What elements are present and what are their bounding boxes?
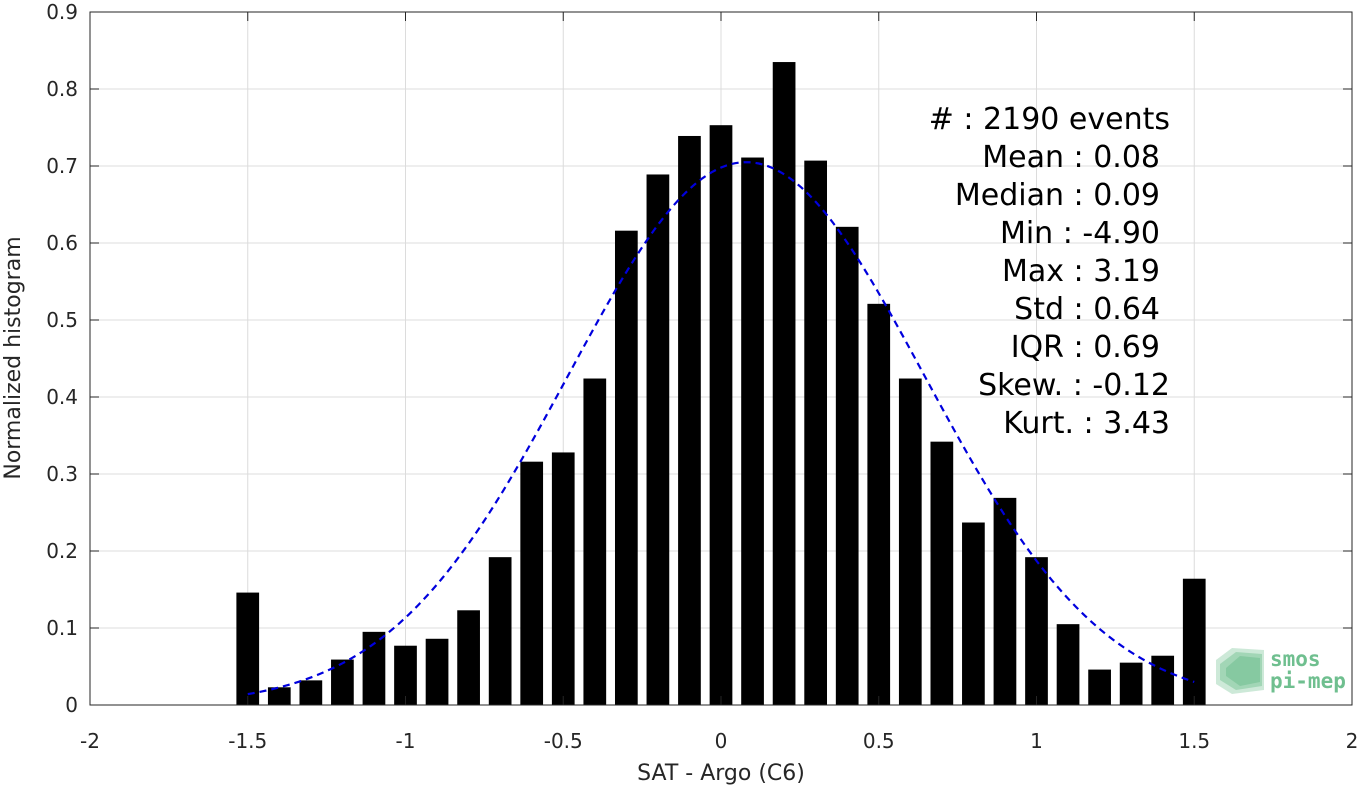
histogram-bar [551,452,575,705]
stat-line: Kurt. : 3.43 [1003,406,1170,441]
histogram-bar [331,659,354,705]
histogram-bar [962,522,985,705]
histogram-bar [1088,669,1111,705]
x-tick-label: -1 [396,729,416,753]
histogram-bar [583,378,607,705]
x-axis-label: SAT - Argo (C6) [637,761,805,786]
x-tick-label: -0.5 [544,729,583,753]
stat-line: Min : -4.90 [1000,216,1160,251]
histogram-bar [1119,662,1143,705]
histogram-bar [678,135,701,706]
histogram-bar [614,230,638,705]
x-tick-label: 2 [1346,729,1359,753]
histogram-bar [299,680,323,705]
histogram-bar [835,226,859,705]
histogram-bar [993,497,1017,705]
x-tick-label: 1.5 [1178,729,1210,753]
x-tick-label: 0 [715,729,728,753]
y-tick-label: 0.9 [46,0,78,24]
y-axis-ticks: 0 0.1 0.2 0.3 0.4 0.5 0.6 0.7 0.8 0.9 [46,0,1352,717]
histogram-bars [236,62,1206,706]
x-tick-label: 0.5 [863,729,895,753]
stat-line: Skew. : -0.12 [978,368,1170,403]
y-tick-label: 0.3 [46,462,78,486]
histogram-bar [741,157,764,705]
smos-pimep-logo: smos pi-mep [1216,647,1346,694]
y-tick-label: 0.8 [46,77,78,101]
y-tick-label: 0.6 [46,231,78,255]
histogram-bar [804,160,828,706]
y-tick-label: 0.2 [46,539,78,563]
histogram-bar [1056,624,1080,705]
x-tick-label: -2 [80,729,100,753]
histogram-bar [457,610,480,705]
logo-text-pimep: pi-mep [1270,669,1346,693]
y-tick-label: 0.5 [46,308,78,332]
histogram-bar [898,378,922,705]
histogram-bar [646,174,670,706]
normal-fit-curve [247,161,1195,696]
histogram-bar [930,441,954,705]
histogram-bar [362,631,386,705]
histogram-bar [1025,557,1048,705]
x-axis-ticks: -2 -1.5 -1 -0.5 0 0.5 1 1.5 2 [80,12,1358,753]
y-tick-label: 0 [65,693,78,717]
histogram-bar [394,645,417,705]
logo-text-smos: smos [1270,647,1321,671]
histogram-bar [425,638,449,705]
stat-line: IQR : 0.69 [1011,330,1160,365]
stat-line: Max : 3.19 [1002,254,1160,289]
stat-line: Median : 0.09 [955,178,1160,213]
stat-line: Std : 0.64 [1014,292,1160,327]
histogram-bar [488,557,512,705]
y-tick-label: 0.7 [46,154,78,178]
stat-line: # : 2190 events [929,102,1170,137]
x-tick-label: 1 [1030,729,1043,753]
y-tick-label: 0.1 [46,616,78,640]
stat-line: Mean : 0.08 [982,140,1160,175]
logo-mark-icon [1216,648,1264,694]
y-axis-label: Normalized histogram [1,236,26,479]
y-tick-label: 0.4 [46,385,78,409]
histogram-bar [772,62,796,706]
histogram-bar [709,125,733,705]
histogram-bar [267,687,291,705]
histogram-bar [236,592,260,705]
histogram-bar [1182,578,1206,705]
histogram-bar [867,303,891,705]
histogram-bar [1151,655,1175,705]
x-tick-label: -1.5 [228,729,267,753]
histogram-bar [520,461,544,705]
